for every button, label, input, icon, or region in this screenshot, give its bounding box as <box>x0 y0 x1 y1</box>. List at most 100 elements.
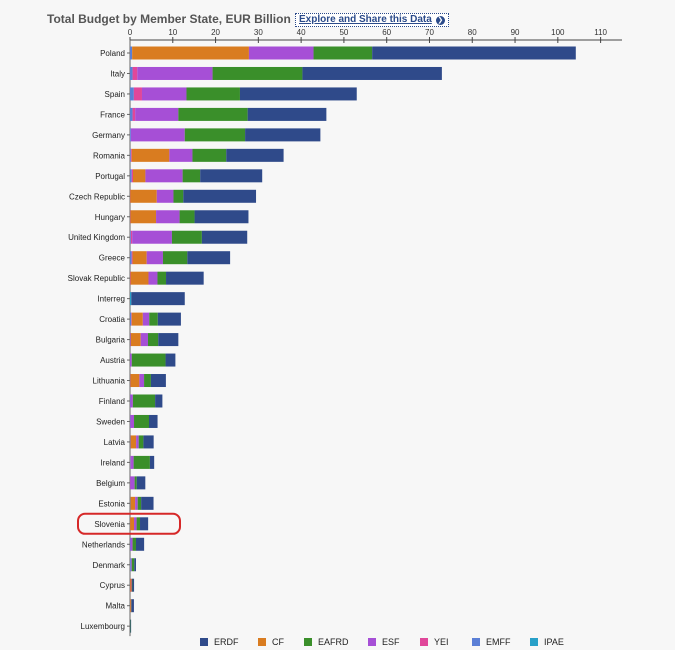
bar-segment-erdf[interactable] <box>194 210 249 224</box>
bar-segment-erdf[interactable] <box>140 517 149 531</box>
bar-segment-esf[interactable] <box>248 46 314 60</box>
bar-segment-erdf[interactable] <box>149 455 155 469</box>
bar-segment-cf[interactable] <box>130 517 135 531</box>
bar-segment-eafrd[interactable] <box>182 169 201 183</box>
bar-segment-esf[interactable] <box>145 169 183 183</box>
bar-segment-erdf[interactable] <box>150 374 166 388</box>
bar-segment-esf[interactable] <box>137 66 213 80</box>
bar-segment-eafrd[interactable] <box>157 271 167 285</box>
bar-segment-cf[interactable] <box>131 148 170 162</box>
bar-segment-erdf[interactable] <box>245 128 321 142</box>
bar-segment-esf[interactable] <box>169 148 193 162</box>
bar-segment-cf[interactable] <box>130 578 132 592</box>
bar-segment-erdf[interactable] <box>135 537 145 551</box>
bar-segment-esf[interactable] <box>141 87 187 101</box>
bar-segment-eafrd[interactable] <box>184 128 246 142</box>
bar-segment-erdf[interactable] <box>302 66 442 80</box>
bar-segment-erdf[interactable] <box>372 46 576 60</box>
bar-segment-erdf[interactable] <box>157 312 181 326</box>
bar-segment-erdf[interactable] <box>132 578 135 592</box>
bar-segment-eafrd[interactable] <box>144 374 151 388</box>
bar-segment-erdf[interactable] <box>201 230 248 244</box>
bar-segment-eafrd[interactable] <box>132 537 136 551</box>
bar-segment-eafrd[interactable] <box>134 476 137 490</box>
bar-segment-yei[interactable] <box>131 312 132 326</box>
bar-segment-emff[interactable] <box>130 558 131 572</box>
bar-segment-esf[interactable] <box>135 496 138 510</box>
bar-segment-esf[interactable] <box>130 414 135 428</box>
bar-segment-erdf[interactable] <box>247 107 327 121</box>
bar-segment-esf[interactable] <box>136 435 139 449</box>
bar-segment-esf[interactable] <box>131 455 134 469</box>
bar-segment-eafrd[interactable] <box>186 87 240 101</box>
bar-segment-esf[interactable] <box>156 189 174 203</box>
bar-segment-emff[interactable] <box>130 251 132 265</box>
bar-segment-yei[interactable] <box>130 271 131 285</box>
bar-segment-emff[interactable] <box>130 333 131 347</box>
bar-segment-eafrd[interactable] <box>131 353 166 367</box>
bar-segment-emff[interactable] <box>130 312 132 326</box>
bar-segment-erdf[interactable] <box>226 148 284 162</box>
bar-segment-cf[interactable] <box>130 271 149 285</box>
bar-segment-erdf[interactable] <box>148 414 158 428</box>
bar-segment-esf[interactable] <box>131 578 133 592</box>
bar-segment-yei[interactable] <box>130 148 132 162</box>
bar-segment-esf[interactable] <box>134 517 137 531</box>
bar-segment-eafrd[interactable] <box>131 578 133 592</box>
bar-segment-eafrd[interactable] <box>131 558 135 572</box>
bar-segment-eafrd[interactable] <box>132 394 156 408</box>
bar-segment-erdf[interactable] <box>131 292 185 306</box>
bar-segment-yei[interactable] <box>131 251 133 265</box>
bar-segment-erdf[interactable] <box>166 271 204 285</box>
bar-segment-eafrd[interactable] <box>171 230 202 244</box>
bar-segment-emff[interactable] <box>130 107 133 121</box>
bar-segment-emff[interactable] <box>130 87 134 101</box>
bar-segment-emff[interactable] <box>130 414 131 428</box>
bar-segment-eafrd[interactable] <box>162 251 188 265</box>
bar-segment-erdf[interactable] <box>134 558 136 572</box>
bar-segment-emff[interactable] <box>130 169 132 183</box>
bar-segment-eafrd[interactable] <box>313 46 373 60</box>
bar-segment-eafrd[interactable] <box>134 414 149 428</box>
bar-segment-erdf[interactable] <box>165 353 176 367</box>
bar-segment-erdf[interactable] <box>141 496 154 510</box>
bar-segment-emff[interactable] <box>130 435 131 449</box>
bar-segment-esf[interactable] <box>130 353 132 367</box>
bar-segment-esf[interactable] <box>130 599 132 613</box>
bar-segment-esf[interactable] <box>130 394 133 408</box>
bar-segment-esf[interactable] <box>146 251 163 265</box>
bar-segment-yei[interactable] <box>132 107 136 121</box>
bar-segment-cf[interactable] <box>130 496 136 510</box>
bar-segment-esf[interactable] <box>132 230 172 244</box>
bar-segment-esf[interactable] <box>130 476 135 490</box>
bar-segment-eafrd[interactable] <box>178 107 248 121</box>
bar-segment-yei[interactable] <box>131 169 133 183</box>
bar-segment-eafrd[interactable] <box>147 333 159 347</box>
bar-segment-emff[interactable] <box>130 46 133 60</box>
bar-segment-eafrd[interactable] <box>131 599 132 613</box>
bar-segment-erdf[interactable] <box>183 189 257 203</box>
bar-segment-eafrd[interactable] <box>130 619 131 633</box>
explore-share-link[interactable]: Explore and Share this Data ❯ <box>295 13 449 27</box>
bar-segment-yei[interactable] <box>130 333 132 347</box>
bar-segment-erdf[interactable] <box>136 476 146 490</box>
bar-segment-eafrd[interactable] <box>212 66 303 80</box>
bar-segment-erdf[interactable] <box>131 599 134 613</box>
bar-segment-emff[interactable] <box>130 537 131 551</box>
bar-segment-eafrd[interactable] <box>179 210 195 224</box>
bar-segment-emff[interactable] <box>130 230 131 244</box>
bar-segment-esf[interactable] <box>142 312 150 326</box>
bar-segment-eafrd[interactable] <box>133 455 150 469</box>
bar-segment-cf[interactable] <box>130 374 140 388</box>
bar-segment-eafrd[interactable] <box>138 435 144 449</box>
bar-segment-esf[interactable] <box>140 333 148 347</box>
bar-segment-eafrd[interactable] <box>192 148 227 162</box>
bar-segment-cf[interactable] <box>132 169 146 183</box>
bar-segment-cf[interactable] <box>130 189 157 203</box>
bar-segment-erdf[interactable] <box>239 87 357 101</box>
bar-segment-erdf[interactable] <box>143 435 154 449</box>
bar-segment-erdf[interactable] <box>187 251 231 265</box>
bar-segment-emff[interactable] <box>130 128 131 142</box>
bar-segment-esf[interactable] <box>139 374 145 388</box>
bar-segment-esf[interactable] <box>130 128 185 142</box>
